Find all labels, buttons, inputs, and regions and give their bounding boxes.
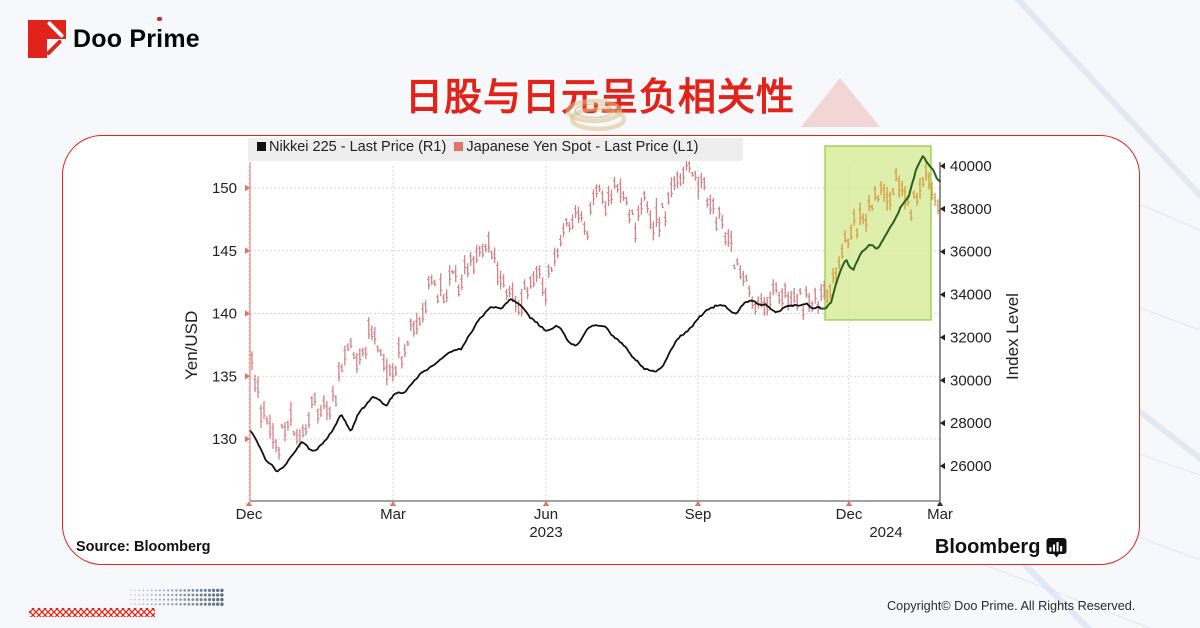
svg-text:38000: 38000	[950, 201, 992, 218]
svg-text:Sep: Sep	[685, 506, 712, 523]
svg-text:40000: 40000	[950, 158, 992, 175]
svg-text:150: 150	[212, 180, 237, 197]
svg-text:32000: 32000	[950, 329, 992, 346]
svg-text:Jun: Jun	[534, 506, 558, 523]
svg-text:34000: 34000	[950, 287, 992, 304]
svg-text:Dec: Dec	[236, 506, 263, 523]
svg-text:2024: 2024	[869, 524, 902, 541]
svg-text:28000: 28000	[950, 415, 992, 432]
svg-text:130: 130	[212, 431, 237, 448]
svg-text:36000: 36000	[950, 244, 992, 261]
svg-text:140: 140	[212, 306, 237, 323]
svg-text:145: 145	[212, 243, 237, 260]
svg-text:Mar: Mar	[380, 506, 406, 523]
svg-text:26000: 26000	[950, 458, 992, 475]
svg-text:2023: 2023	[529, 524, 562, 541]
svg-text:135: 135	[212, 368, 237, 385]
svg-text:Mar: Mar	[927, 506, 953, 523]
svg-text:Dec: Dec	[836, 506, 863, 523]
svg-text:30000: 30000	[950, 372, 992, 389]
